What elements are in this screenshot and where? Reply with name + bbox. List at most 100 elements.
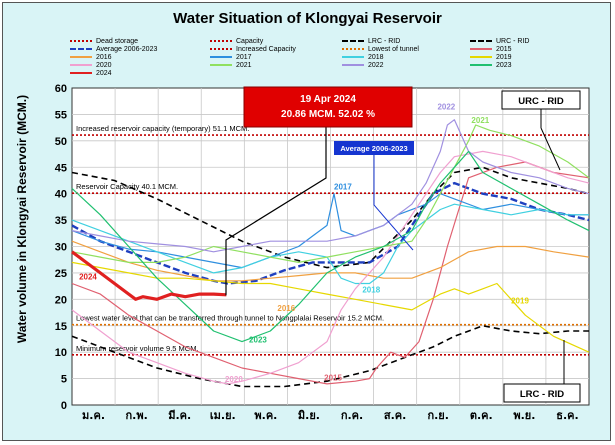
legend-entry: 2023: [470, 62, 512, 70]
legend-label: 2024: [96, 70, 112, 77]
chart-legend: Dead storage Capacity LRC - RID URC - RID Av…: [70, 38, 610, 80]
y-tick-label: 55: [55, 109, 67, 121]
legend-label: 2015: [496, 46, 512, 53]
x-tick-label: ส.ค.: [384, 409, 406, 422]
y-tick-label: 10: [55, 347, 67, 359]
series-label: 2021: [471, 116, 489, 125]
x-tick-label: ก.ย.: [427, 409, 448, 422]
legend-swatch: [470, 64, 492, 67]
x-tick-label: ธ.ค.: [556, 409, 578, 422]
y-tick-label: 50: [55, 136, 67, 148]
legend-label: 2019: [496, 54, 512, 61]
legend-swatch: [70, 64, 92, 67]
series-label: 2017: [334, 182, 352, 191]
urc-pointer: [540, 127, 561, 171]
legend-swatch: [70, 72, 92, 75]
y-tick-label: 60: [55, 83, 67, 95]
series-label: 2016: [277, 304, 295, 313]
y-tick-label: 15: [55, 321, 67, 333]
legend-label: LRC - RID: [368, 38, 401, 45]
reference-label: Reservoir Capacity 40.1 MCM.: [76, 182, 178, 191]
average-box-label: Average 2006-2023: [340, 144, 407, 153]
x-tick-label: ต.ค.: [470, 409, 493, 422]
callout-value: 20.86 MCM. 52.02 %: [281, 109, 375, 120]
lrc-box: [503, 383, 581, 403]
legend-entry: URC - RID: [470, 38, 529, 46]
callout-date: 19 Apr 2024: [300, 94, 356, 105]
legend-label: 2018: [368, 54, 384, 61]
series-line: [71, 119, 590, 253]
y-tick-label: 45: [55, 162, 67, 174]
y-axis-label: Water volume in Klongyai Reservoir (MCM.…: [15, 94, 29, 344]
legend-entry: 2015: [470, 46, 512, 54]
y-tick-label: 5: [61, 374, 67, 386]
series-label: 2018: [362, 285, 380, 294]
reference-label: Lowest water level that can be transferr…: [76, 314, 384, 323]
legend-swatch: [70, 56, 92, 59]
legend-label: 2022: [368, 62, 384, 69]
legend-label: 2016: [96, 54, 112, 61]
x-tick-label: พ.ค.: [254, 409, 277, 422]
series-line: [71, 150, 590, 343]
x-tick-label: ก.พ.: [125, 409, 147, 422]
legend-entry: Average 2006-2023: [70, 46, 157, 54]
legend-swatch: [210, 64, 232, 67]
legend-label: 2023: [496, 62, 512, 69]
lrc-box-label: LRC - RID: [520, 389, 564, 400]
legend-swatch: [210, 40, 232, 43]
x-tick-label: พ.ย.: [513, 409, 535, 422]
series-label: 2023: [249, 336, 267, 345]
legend-entry: Increased Capacity: [210, 46, 296, 54]
legend-entry: 2017: [210, 54, 252, 62]
legend-label: Capacity: [236, 38, 264, 45]
legend-entry: Dead storage: [70, 38, 138, 46]
series-line: [71, 261, 590, 353]
legend-label: 2017: [236, 54, 252, 61]
legend-label: URC - RID: [496, 38, 530, 45]
series-line: [71, 150, 590, 385]
y-tick-label: 20: [55, 294, 67, 306]
series-line: [71, 324, 589, 388]
legend-swatch: [210, 48, 232, 51]
series-line: [71, 181, 590, 285]
legend-label: Average 2006-2023: [96, 46, 158, 53]
reference-label: Increased reservoir capacity (temporary)…: [76, 124, 249, 133]
legend-swatch: [70, 48, 92, 51]
legend-entry: 2024: [70, 70, 112, 78]
average-pointer: [373, 155, 414, 251]
legend-swatch: [470, 56, 492, 59]
legend-swatch: [210, 56, 232, 59]
x-tick-label: มี.ค.: [168, 409, 191, 422]
x-tick-label: มิ.ย.: [298, 409, 320, 422]
legend-swatch: [470, 40, 492, 43]
legend-entry: LRC - RID: [342, 38, 400, 46]
legend-label: 2020: [96, 62, 112, 69]
average-box: [334, 141, 414, 155]
urc-box-label: URC - RID: [518, 96, 564, 107]
legend-label: Increased Capacity: [236, 46, 296, 53]
series-label: 2020: [225, 375, 243, 384]
legend-swatch: [70, 40, 92, 43]
legend-swatch: [342, 40, 364, 43]
x-tick-label: เม.ย.: [210, 409, 236, 422]
x-tick-label: ม.ค.: [82, 409, 105, 422]
series-line: [71, 203, 589, 285]
legend-label: Dead storage: [96, 38, 139, 45]
legend-entry: Capacity: [210, 38, 263, 46]
series-line: [71, 161, 590, 385]
legend-entry: 2022: [342, 62, 384, 70]
legend-entry: 2019: [470, 54, 512, 62]
legend-swatch: [470, 48, 492, 51]
x-tick-label: ก.ค.: [341, 409, 363, 422]
callout-pointer: [225, 116, 327, 296]
y-tick-label: 25: [55, 268, 67, 280]
y-tick-label: 40: [55, 189, 67, 201]
legend-entry: 2016: [70, 54, 112, 62]
y-tick-label: 0: [61, 400, 67, 412]
series-label: 2022: [437, 103, 455, 112]
y-tick-label: 35: [55, 215, 67, 227]
y-tick-label: 30: [55, 242, 67, 254]
legend-entry: 2020: [70, 62, 112, 70]
legend-label: 2021: [236, 62, 252, 69]
